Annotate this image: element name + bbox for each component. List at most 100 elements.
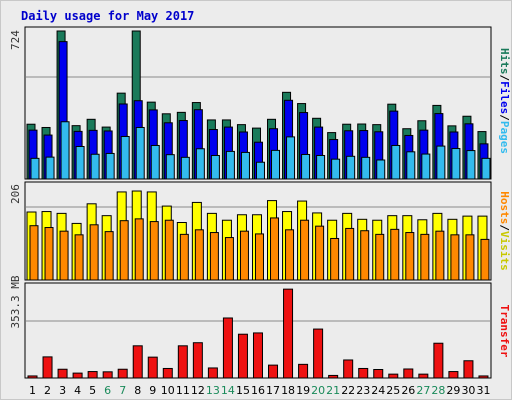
hits-y-tick-label: 724 [9, 30, 22, 50]
pages-bar [150, 144, 160, 180]
hosts-bar [345, 227, 355, 281]
x-tick-label: 3 [59, 384, 66, 397]
x-tick-label: 25 [386, 384, 400, 397]
hosts-bar [254, 233, 264, 281]
transfer-bar [207, 367, 218, 379]
transfer-bar [42, 356, 53, 379]
hosts-bar [104, 231, 114, 281]
transfer-bar [132, 345, 143, 379]
transfer-bar [57, 368, 68, 379]
pages-bar [361, 156, 371, 180]
transfer-bar [448, 371, 459, 379]
hits-files-pages-legend-part: Pages [498, 121, 511, 154]
x-tick-label: 9 [149, 384, 156, 397]
x-tick-label: 7 [119, 384, 126, 397]
transfer-bar [298, 363, 309, 379]
pages-bar [165, 154, 175, 180]
transfer-bar [283, 288, 294, 379]
hosts-bar [194, 229, 204, 281]
x-tick-label: 28 [431, 384, 445, 397]
pages-bar [120, 135, 130, 180]
hosts-bar [119, 220, 129, 281]
transfer-bar [222, 317, 233, 379]
x-tick-label: 1 [29, 384, 36, 397]
pages-bar [451, 148, 461, 180]
pages-bar [271, 149, 281, 180]
x-tick-label: 4 [74, 384, 81, 397]
x-tick-label: 2 [44, 384, 51, 397]
pages-bar [240, 151, 250, 180]
pages-bar [481, 157, 491, 180]
hosts-bar [89, 224, 99, 281]
transfer-bar [268, 364, 279, 379]
x-tick-label: 11 [176, 384, 190, 397]
hosts-bar [209, 232, 219, 281]
pages-bar [30, 157, 40, 180]
x-tick-label: 6 [104, 384, 111, 397]
pages-bar [105, 152, 115, 180]
hits-files-pages-legend: Hits/Files/Pages [498, 48, 511, 154]
pages-bar [406, 151, 416, 180]
x-tick-label: 31 [476, 384, 490, 397]
transfer-bar [72, 372, 83, 379]
hosts-bar [134, 218, 144, 281]
transfer-bar [433, 342, 444, 379]
pages-bar [180, 156, 190, 180]
pages-bar [195, 148, 205, 180]
x-tick-label: 10 [161, 384, 175, 397]
pages-bar [60, 121, 70, 180]
pages-bar [225, 150, 235, 180]
pages-bar [255, 161, 265, 180]
x-tick-label: 22 [341, 384, 355, 397]
hosts-bar [315, 225, 325, 281]
pages-bar [421, 153, 431, 180]
hosts-bar [375, 233, 385, 281]
hits-files-pages-legend-part: / [498, 114, 511, 121]
hosts-bar [270, 217, 280, 281]
transfer-bar [192, 342, 203, 379]
pages-bar [316, 154, 326, 180]
transfer-bar [463, 360, 474, 379]
transfer-y-tick-label: 353.3 MB [9, 275, 22, 328]
transfer-bar [102, 371, 113, 379]
pages-bar [210, 154, 220, 180]
x-tick-label: 8 [134, 384, 141, 397]
hosts-bar [179, 233, 189, 281]
transfer-bar [358, 367, 369, 379]
transfer-bar [117, 368, 128, 379]
transfer-bar [403, 368, 414, 379]
hits-files-pages-legend-part: Hits [498, 48, 511, 75]
pages-bar [75, 145, 85, 180]
x-tick-label: 13 [206, 384, 220, 397]
x-tick-label: 18 [281, 384, 295, 397]
hosts-bar [149, 221, 159, 281]
x-tick-label: 14 [221, 384, 235, 397]
x-tick-label: 29 [446, 384, 460, 397]
x-tick-label: 23 [356, 384, 370, 397]
x-tick-label: 16 [251, 384, 265, 397]
hosts-bar [450, 234, 460, 281]
x-tick-label: 24 [371, 384, 385, 397]
hosts-bar [59, 230, 69, 281]
pages-bar [331, 158, 341, 180]
visits-y-tick-label: 206 [9, 184, 22, 204]
x-tick-label: 20 [311, 384, 325, 397]
transfer-bar [252, 332, 263, 379]
hosts-bar [360, 230, 370, 281]
hosts-visits-legend-part: Hosts [498, 191, 511, 224]
x-tick-label: 5 [89, 384, 96, 397]
pages-bar [391, 144, 401, 180]
transfer-bar [147, 356, 158, 379]
transfer-bar [343, 359, 354, 379]
transfer-bar [162, 367, 173, 379]
pages-bar [466, 150, 476, 180]
transfer-bar [177, 345, 188, 379]
transfer-bar [373, 369, 384, 379]
transfer-bar [87, 371, 98, 379]
transfer-bar [27, 375, 38, 379]
hosts-bar [465, 234, 475, 281]
hosts-bar [224, 237, 234, 281]
x-tick-label: 19 [296, 384, 310, 397]
